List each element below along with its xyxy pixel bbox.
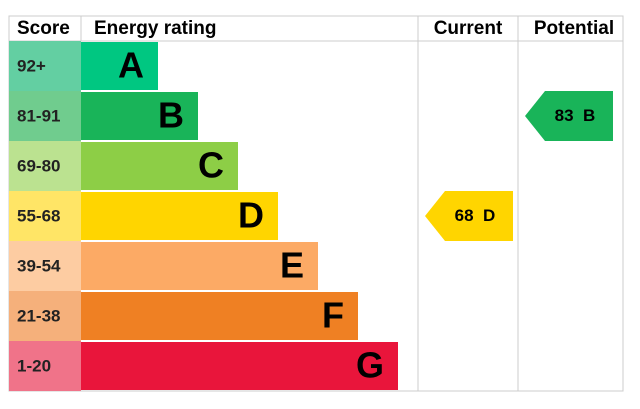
current-score: 68 — [455, 206, 474, 225]
current-letter: D — [483, 206, 495, 225]
potential-letter: B — [583, 106, 595, 125]
rating-bar — [81, 42, 158, 90]
header-score: Score — [17, 18, 70, 39]
potential-label: 83 B — [555, 106, 596, 125]
score-label: 21-38 — [17, 306, 60, 325]
header-rating: Energy rating — [94, 18, 216, 39]
header-current: Current — [434, 18, 503, 39]
score-cell — [9, 241, 81, 291]
rating-letter: F — [322, 295, 344, 336]
score-label: 55-68 — [17, 206, 60, 225]
score-cell — [9, 91, 81, 141]
score-cell — [9, 341, 81, 391]
potential-score: 83 — [555, 106, 574, 125]
score-label: 1-20 — [17, 356, 51, 375]
rating-bar — [81, 92, 198, 140]
current-arrow — [425, 191, 513, 241]
rating-bar — [81, 192, 278, 240]
rating-bar — [81, 242, 318, 290]
rating-bar — [81, 142, 238, 190]
header-potential: Potential — [534, 18, 614, 39]
score-label: 81-91 — [17, 106, 60, 125]
score-label: 39-54 — [17, 256, 61, 275]
rating-bar — [81, 292, 358, 340]
rating-letter: C — [198, 145, 224, 186]
score-label: 92+ — [17, 56, 46, 75]
score-cell — [9, 191, 81, 241]
score-label: 69-80 — [17, 156, 60, 175]
rating-letter: E — [280, 245, 304, 286]
rating-letter: B — [158, 95, 184, 136]
rating-letter: A — [118, 45, 144, 86]
rating-letter: D — [238, 195, 264, 236]
score-cell — [9, 291, 81, 341]
rating-bar — [81, 342, 398, 390]
rating-letter: G — [356, 345, 384, 386]
score-cell — [9, 141, 81, 191]
score-cell — [9, 41, 81, 91]
potential-arrow — [525, 91, 613, 141]
current-label: 68 D — [455, 206, 496, 225]
